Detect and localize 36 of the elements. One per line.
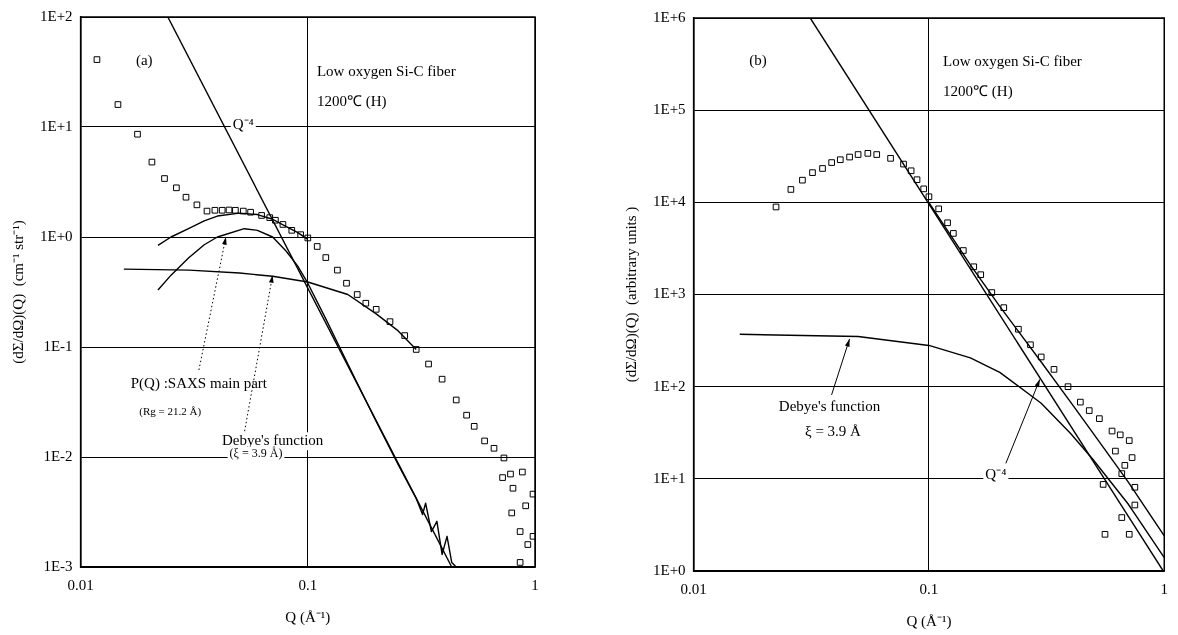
y-tick-label: 1E+0 xyxy=(653,561,686,578)
y-tick-label: 1E+3 xyxy=(653,285,686,302)
y-tick-label: 1E+4 xyxy=(653,193,687,210)
y-tick-label: 1E+1 xyxy=(40,117,73,134)
annotation: (a) xyxy=(135,51,153,69)
x-tick-label: 0.1 xyxy=(298,576,318,593)
y-tick-label: 1E-3 xyxy=(43,557,73,574)
y-tick-label: 1E-2 xyxy=(43,447,73,464)
y-tick-label: 1E-1 xyxy=(43,337,73,354)
annotation: (ξ = 3.9 Å) xyxy=(229,446,283,461)
annotation: (b) xyxy=(749,51,767,69)
x-tick-label: 0.01 xyxy=(67,576,94,593)
y-axis-title: (dΣ/dΩ)(Q) (arbitrary units ) xyxy=(622,206,640,383)
y-tick-label: 1E+5 xyxy=(653,101,686,118)
y-tick-label: 1E+0 xyxy=(40,227,73,244)
annotation: Q⁻⁴ xyxy=(985,466,1007,483)
annotation: Debye's function xyxy=(778,397,881,414)
y-tick-label: 1E+2 xyxy=(653,377,686,394)
y-tick-label: 1E+2 xyxy=(40,7,73,24)
annotation: Low oxygen Si-C fiber xyxy=(943,53,1082,70)
annotation: Low oxygen Si-C fiber xyxy=(316,62,456,79)
annotation: ξ = 3.9 Å xyxy=(804,423,862,440)
annotation: Q⁻⁴ xyxy=(232,115,254,132)
annotation: P(Q) :SAXS main part xyxy=(130,374,268,392)
annotation: (Rg = 21.2 Å) xyxy=(139,404,202,418)
x-tick-label: 0.01 xyxy=(680,580,707,597)
x-tick-label: 0.1 xyxy=(919,580,939,597)
annotation: 1200℃ (H) xyxy=(316,93,387,111)
y-axis-title: (dΣ/dΩ)(Q) (cm⁻¹ str⁻¹) xyxy=(9,220,27,364)
annotation: 1200℃ (H) xyxy=(943,83,1013,101)
x-tick-label: 1 xyxy=(531,576,539,593)
y-tick-label: 1E+6 xyxy=(653,8,687,25)
x-axis-title: Q (Å⁻¹) xyxy=(285,608,331,626)
x-axis-title: Q (Å⁻¹) xyxy=(906,612,952,630)
x-tick-label: 1 xyxy=(1160,580,1168,597)
y-tick-label: 1E+1 xyxy=(653,469,686,486)
